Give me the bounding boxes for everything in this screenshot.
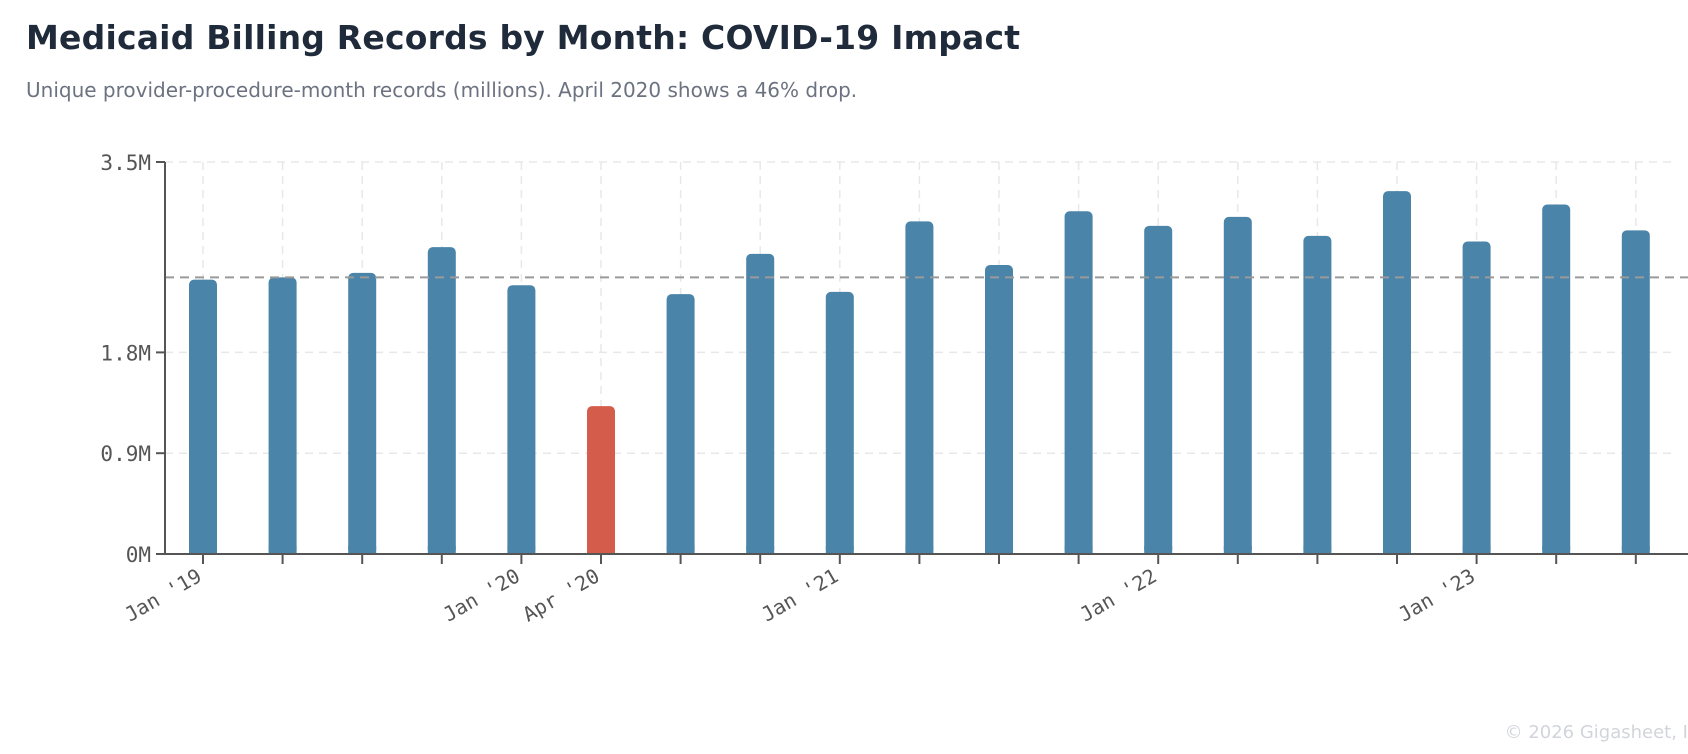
x-tick-label: Jan '20	[439, 564, 524, 627]
x-tick-label: Jan '19	[120, 564, 205, 627]
bar-base	[1383, 546, 1411, 554]
bar	[1223, 216, 1252, 554]
bar-base	[1621, 546, 1650, 554]
bar	[1383, 191, 1411, 554]
x-tick-label: Jan '23	[1394, 564, 1479, 627]
bar-base	[587, 546, 615, 554]
bar-base	[348, 546, 377, 554]
bar-base	[507, 546, 536, 554]
y-tick-label: 0M	[126, 543, 151, 567]
y-tick-label: 0.9M	[100, 442, 151, 466]
bar	[1144, 225, 1173, 554]
bar	[1462, 241, 1491, 554]
x-tick-label: Apr '20	[518, 564, 603, 627]
bar-base	[1303, 546, 1332, 554]
chart-title: Medicaid Billing Records by Month: COVID…	[26, 18, 1021, 57]
bar	[1621, 230, 1650, 554]
bar	[666, 294, 695, 554]
bar-base	[666, 546, 695, 554]
bar	[1542, 204, 1571, 554]
bar-base	[1223, 546, 1252, 554]
bar	[1303, 235, 1332, 555]
bar	[189, 279, 217, 554]
bar	[985, 265, 1013, 554]
bar	[905, 221, 934, 555]
bar-base	[427, 546, 456, 554]
bar	[746, 253, 775, 554]
bar-base	[985, 546, 1013, 554]
x-tick-label: Jan '22	[1076, 564, 1161, 627]
bar	[348, 272, 377, 554]
y-tick-label: 1.8M	[100, 341, 151, 365]
chart-subtitle: Unique provider-procedure-month records …	[26, 78, 858, 102]
bar-base	[1064, 546, 1093, 554]
bar-base	[825, 546, 854, 554]
bar	[507, 285, 536, 554]
bar-base	[905, 546, 934, 554]
bar-base	[746, 546, 775, 554]
bar-base	[268, 546, 297, 554]
bar-base	[1462, 546, 1491, 554]
bar-series	[189, 191, 1650, 555]
bar-base	[189, 546, 217, 554]
bar-highlighted	[587, 406, 615, 554]
y-tick-label: 3.5M	[100, 151, 151, 175]
x-tick-label: Jan '21	[757, 564, 842, 627]
bar	[1064, 211, 1093, 554]
bar	[427, 247, 456, 554]
bar	[825, 291, 854, 554]
bar	[268, 277, 297, 554]
copyright-notice: © 2026 Gigasheet, I	[1504, 722, 1688, 743]
bar-base	[1144, 546, 1173, 554]
bar-base	[1542, 546, 1571, 554]
